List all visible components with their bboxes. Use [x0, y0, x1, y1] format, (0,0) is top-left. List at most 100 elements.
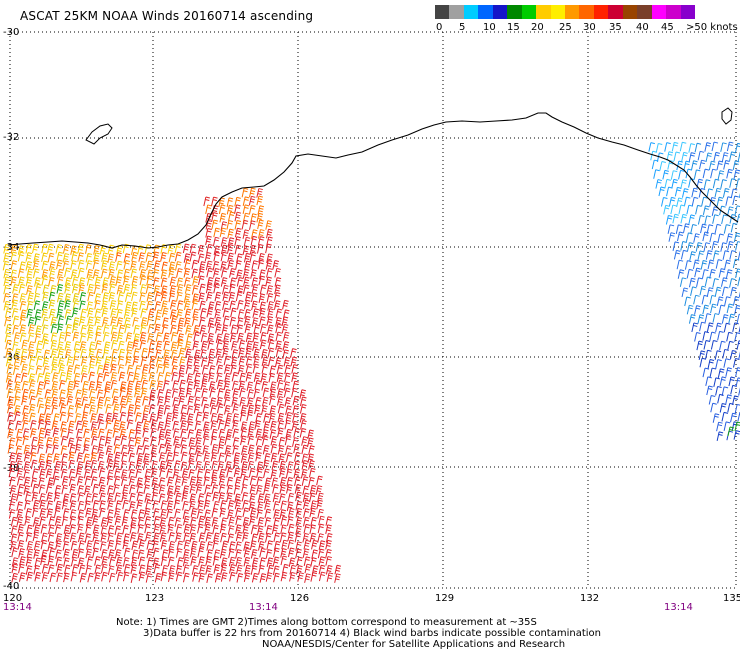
wind-barb	[655, 143, 663, 153]
wind-barb	[256, 509, 263, 519]
wind-barb	[671, 178, 678, 189]
wind-barb	[24, 491, 32, 502]
wind-barb	[43, 349, 51, 360]
wind-barb	[78, 316, 86, 326]
wind-barb	[161, 300, 168, 310]
wind-barb	[154, 291, 162, 302]
wind-barb	[261, 356, 269, 367]
wind-barb	[246, 397, 254, 407]
wind-barb	[146, 557, 154, 567]
wind-barb	[663, 204, 670, 215]
wind-barb	[184, 340, 192, 351]
wind-barb	[716, 296, 724, 306]
wind-barb	[147, 348, 155, 358]
wind-barb	[294, 532, 302, 543]
wind-barb	[128, 452, 136, 463]
wind-barb	[273, 500, 280, 511]
wind-barb	[46, 508, 54, 519]
wind-barb	[227, 252, 234, 263]
wind-barb	[145, 499, 152, 510]
wind-barb	[264, 477, 272, 488]
wind-barb	[123, 563, 131, 574]
wind-barb	[274, 267, 281, 278]
wind-barb	[218, 436, 226, 446]
wind-barb	[41, 269, 49, 279]
wind-barb	[279, 460, 286, 471]
wind-barb	[104, 381, 112, 391]
wind-barb	[255, 451, 262, 462]
wind-barb	[735, 241, 740, 251]
wind-barb	[261, 435, 269, 446]
wind-barb	[146, 292, 154, 302]
wind-barb	[31, 507, 39, 518]
wind-barb	[77, 485, 84, 495]
wind-barb	[186, 355, 194, 366]
wind-barb	[182, 243, 190, 254]
wind-barb	[3, 276, 11, 287]
wind-barb	[266, 324, 274, 335]
wind-barb	[278, 493, 286, 504]
wind-barb	[135, 421, 143, 432]
wind-barb	[282, 331, 290, 342]
wind-barb	[125, 301, 132, 312]
wind-barb	[299, 403, 307, 414]
wind-barb	[108, 549, 115, 559]
wind-barb	[102, 324, 110, 334]
wind-barb	[214, 291, 222, 302]
wind-barb	[236, 277, 244, 287]
wind-barb	[726, 141, 734, 152]
wind-barb	[167, 523, 174, 534]
wind-barb	[150, 436, 157, 447]
wind-barb	[310, 572, 318, 582]
wind-barb	[52, 427, 60, 438]
wind-barb	[732, 160, 740, 171]
wind-barb	[38, 427, 46, 438]
wind-barb	[206, 573, 213, 583]
wind-barb	[104, 396, 111, 407]
wind-barb	[160, 556, 168, 566]
wind-barb	[171, 356, 179, 366]
wind-barb	[76, 461, 84, 471]
wind-barb	[325, 516, 333, 526]
wind-barb	[70, 260, 77, 270]
wind-barb	[694, 305, 701, 315]
wind-barb	[32, 268, 40, 279]
wind-barb	[130, 573, 138, 583]
wind-barb	[697, 250, 705, 261]
wind-barb	[154, 315, 161, 326]
wind-barb	[112, 460, 120, 470]
wind-barb	[212, 524, 219, 535]
wind-barb	[158, 493, 166, 503]
wind-barb	[114, 515, 122, 526]
lat-label-40: -40	[3, 581, 20, 592]
wind-barb	[191, 259, 199, 270]
wind-barb	[55, 500, 62, 511]
wind-barb	[36, 355, 43, 366]
wind-barb	[719, 376, 727, 386]
wind-barb	[107, 485, 114, 495]
wind-barb	[105, 445, 113, 455]
wind-barb	[48, 276, 55, 287]
wind-barb	[55, 244, 63, 254]
wind-barb	[73, 348, 81, 358]
wind-barb	[226, 476, 234, 487]
wind-barb	[308, 476, 315, 487]
wind-barb	[26, 548, 34, 559]
wind-barb	[10, 525, 18, 535]
wind-barb	[282, 299, 289, 310]
wind-barb	[52, 468, 60, 479]
wind-barb	[185, 348, 192, 359]
wind-barb	[206, 243, 213, 254]
wind-barb	[269, 381, 277, 391]
wind-barb	[274, 357, 282, 367]
wind-barb	[90, 421, 98, 431]
wind-barb	[295, 500, 303, 511]
wind-barb	[247, 428, 254, 439]
wind-barb	[146, 269, 154, 280]
wind-barb	[117, 291, 125, 302]
wind-barb	[729, 151, 736, 161]
colorbar-label: 35	[609, 22, 622, 33]
wind-barb	[7, 403, 14, 414]
wind-barb	[34, 557, 42, 568]
wind-barb	[183, 293, 191, 303]
